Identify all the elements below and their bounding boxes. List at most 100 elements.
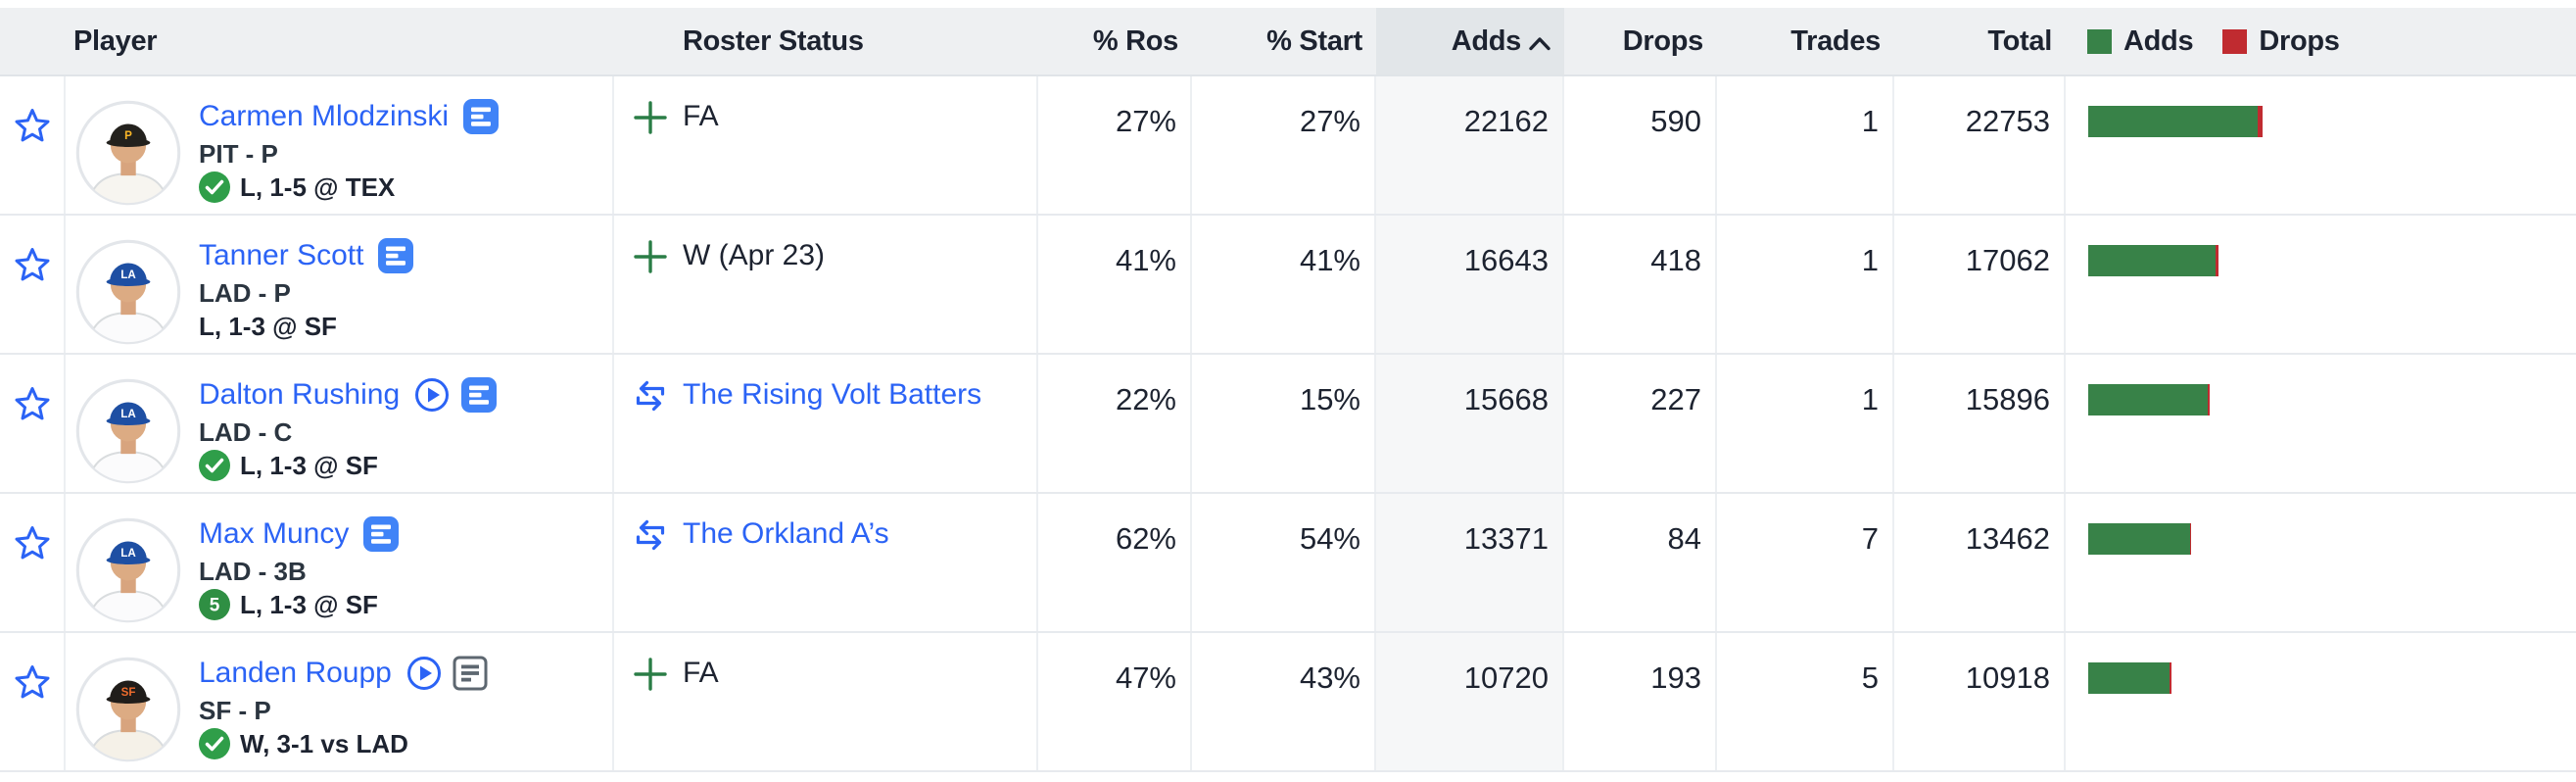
legend-drops-label: Drops — [2259, 24, 2340, 57]
player-game-line: L, 1-5 @ TEX — [199, 171, 500, 204]
player-row: SF Landen Roupp SF - P W, 3-1 vs LAD FA … — [0, 633, 2576, 772]
percent-rostered-cell: 27% — [1038, 76, 1192, 214]
svg-text:P: P — [124, 130, 132, 142]
trades-cell: 1 — [1717, 216, 1894, 353]
header-trades[interactable]: Trades — [1717, 8, 1894, 74]
player-game-line: L, 1-3 @ SF — [199, 310, 414, 343]
add-player-icon — [634, 240, 667, 273]
roster-status-text[interactable]: The Orkland A’s — [683, 517, 889, 550]
header-pct-ros[interactable]: % Ros — [1038, 8, 1192, 74]
header-adds-sorted[interactable]: Adds — [1376, 8, 1564, 74]
header-pct-start[interactable]: % Start — [1192, 8, 1376, 74]
player-info: Dalton Rushing LAD - C L, 1-3 @ SF — [199, 355, 498, 492]
svg-text:LA: LA — [120, 409, 136, 420]
adds-drops-bar — [2088, 662, 2576, 694]
play-video-icon[interactable] — [413, 376, 451, 414]
adds-drops-bar — [2088, 106, 2576, 137]
roster-action-icon[interactable] — [633, 378, 668, 414]
header-pct-ros-label: % Ros — [1092, 24, 1178, 57]
playing-check-icon — [199, 171, 230, 203]
sort-caret-up-icon — [1529, 36, 1550, 51]
drops-cell: 84 — [1564, 494, 1717, 631]
legend-adds-swatch — [2087, 28, 2112, 54]
player-name-icons — [362, 515, 400, 553]
player-info: Landen Roupp SF - P W, 3-1 vs LAD — [199, 633, 488, 770]
roster-action-icon[interactable] — [633, 100, 668, 135]
player-name-link[interactable]: Tanner Scott — [199, 239, 364, 271]
player-name-link[interactable]: Max Muncy — [199, 517, 350, 550]
svg-text:SF: SF — [121, 687, 136, 699]
player-note-icon[interactable] — [460, 376, 498, 414]
player-headshot[interactable]: LA — [75, 378, 181, 484]
table-body: P Carmen Mlodzinski PIT - P L, 1-5 @ TEX… — [0, 76, 2576, 772]
player-headshot[interactable]: LA — [75, 517, 181, 623]
favorite-cell — [0, 494, 66, 631]
player-name-icons — [377, 237, 414, 274]
player-name-link[interactable]: Landen Roupp — [199, 657, 392, 689]
player-row: LA Dalton Rushing LAD - C L, 1-3 @ SF Th… — [0, 355, 2576, 494]
adds-bar-segment — [2088, 662, 2170, 694]
player-note-icon[interactable] — [377, 237, 414, 274]
player-name-link[interactable]: Dalton Rushing — [199, 378, 401, 411]
player-note-icon[interactable] — [462, 98, 500, 135]
player-news-icon[interactable] — [453, 656, 488, 691]
percent-started-cell: 27% — [1192, 76, 1376, 214]
player-headshot[interactable]: LA — [75, 239, 181, 345]
percent-rostered-cell: 41% — [1038, 216, 1192, 353]
adds-drops-chart-cell — [2066, 494, 2576, 631]
header-drops[interactable]: Drops — [1564, 8, 1717, 74]
player-cell: LA Max Muncy LAD - 3B 5 L, 1-3 @ SF — [66, 494, 614, 631]
game-status-badge — [199, 171, 230, 203]
adds-bar-segment — [2088, 384, 2208, 415]
header-pct-start-label: % Start — [1266, 24, 1362, 57]
roster-action-icon[interactable] — [633, 657, 668, 692]
favorite-star-icon[interactable] — [15, 108, 50, 143]
adds-cell: 16643 — [1376, 216, 1564, 353]
chart-legend: Adds Drops — [2066, 8, 2576, 74]
legend-drops-swatch — [2222, 28, 2248, 54]
roster-status-text: W (Apr 23) — [683, 239, 826, 271]
player-team-position: SF - P — [199, 695, 271, 725]
player-row: LA Max Muncy LAD - 3B 5 L, 1-3 @ SF The … — [0, 494, 2576, 633]
favorite-cell — [0, 633, 66, 770]
header-star-spacer — [0, 8, 66, 74]
favorite-cell — [0, 216, 66, 353]
percent-started-cell: 43% — [1192, 633, 1376, 770]
favorite-star-icon[interactable] — [15, 386, 50, 421]
player-note-icon[interactable] — [362, 515, 400, 553]
adds-drops-bar — [2088, 384, 2576, 415]
roster-action-icon[interactable] — [633, 517, 668, 553]
player-team-position: LAD - C — [199, 416, 293, 447]
play-video-icon[interactable] — [405, 655, 443, 692]
player-team-position: LAD - 3B — [199, 556, 307, 586]
roster-action-icon[interactable] — [633, 239, 668, 274]
trades-cell: 1 — [1717, 355, 1894, 492]
swap-player-icon — [636, 380, 665, 412]
favorite-star-icon[interactable] — [15, 525, 50, 561]
player-headshot[interactable]: P — [75, 100, 181, 206]
header-adds-label: Adds — [1451, 24, 1522, 57]
player-info: Max Muncy LAD - 3B 5 L, 1-3 @ SF — [199, 494, 400, 631]
player-name-link[interactable]: Carmen Mlodzinski — [199, 100, 450, 132]
game-result-text: L, 1-3 @ SF — [240, 589, 378, 619]
adds-drops-chart-cell — [2066, 355, 2576, 492]
favorite-star-icon[interactable] — [15, 664, 50, 700]
game-result-text: L, 1-3 @ SF — [240, 450, 378, 480]
favorite-star-icon[interactable] — [15, 247, 50, 282]
roster-status-cell: The Rising Volt Batters — [614, 355, 1038, 492]
player-name-icons — [405, 655, 488, 692]
player-headshot[interactable]: SF — [75, 657, 181, 762]
drops-cell: 227 — [1564, 355, 1717, 492]
header-player: Player — [66, 8, 614, 74]
total-cell: 10918 — [1894, 633, 2066, 770]
roster-status-text[interactable]: The Rising Volt Batters — [683, 378, 982, 411]
roster-status-cell: FA — [614, 633, 1038, 770]
player-name-icons — [413, 376, 498, 414]
header-total[interactable]: Total — [1894, 8, 2066, 74]
adds-cell: 10720 — [1376, 633, 1564, 770]
swap-player-icon — [636, 519, 665, 551]
player-cell: LA Tanner Scott LAD - P L, 1-3 @ SF — [66, 216, 614, 353]
player-cell: SF Landen Roupp SF - P W, 3-1 vs LAD — [66, 633, 614, 770]
adds-bar-segment — [2088, 245, 2216, 276]
adds-cell: 15668 — [1376, 355, 1564, 492]
